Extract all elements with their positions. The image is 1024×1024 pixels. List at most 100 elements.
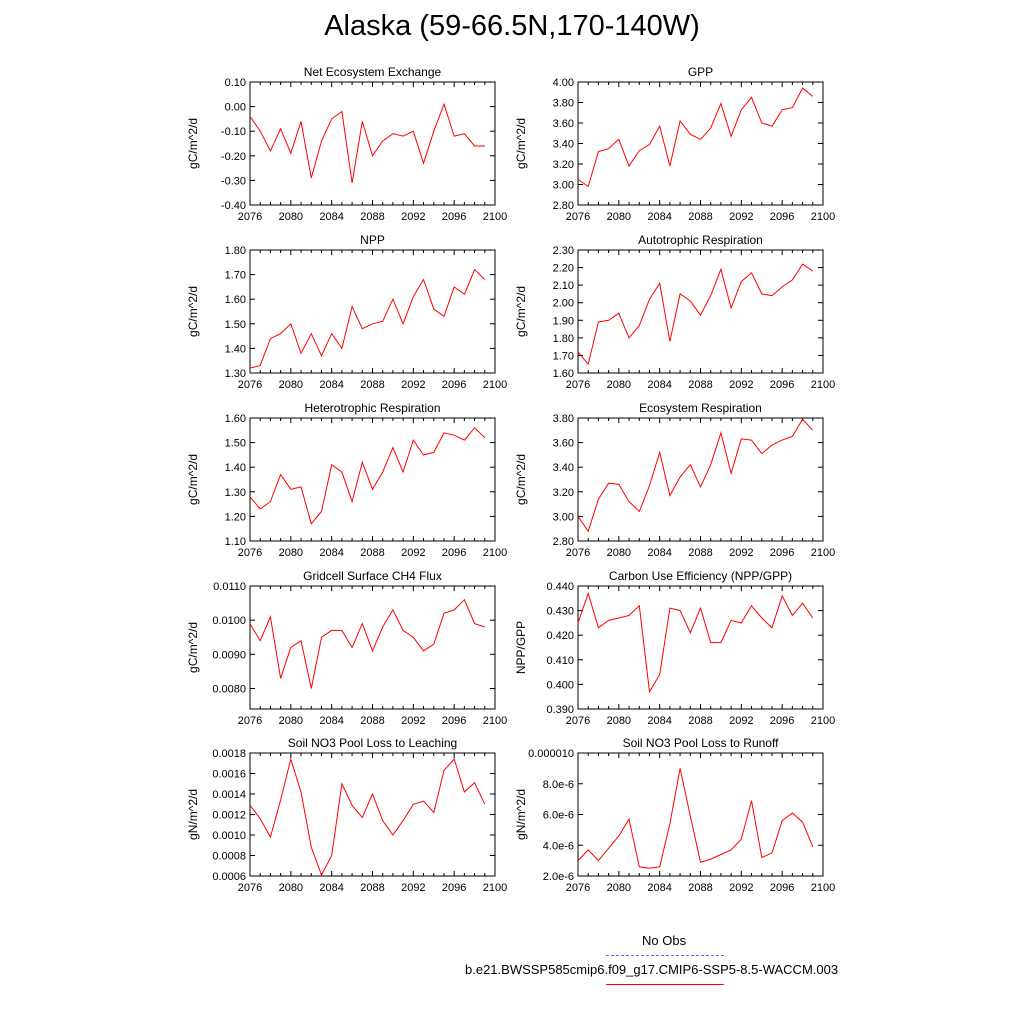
x-tick-label: 2096 — [770, 211, 794, 223]
y-axis-label: gC/m^2/d — [514, 454, 528, 505]
x-tick-label: 2088 — [688, 715, 712, 727]
y-tick-label: 0.440 — [546, 581, 574, 593]
plot-frame — [249, 417, 496, 542]
x-tick-label: 2080 — [607, 379, 631, 391]
x-tick-label: 2096 — [770, 547, 794, 559]
x-tick-label: 2088 — [360, 379, 384, 391]
y-tick-label: 1.40 — [225, 343, 246, 355]
y-tick-label: 3.80 — [553, 98, 574, 110]
figure-title: Alaska (59-66.5N,170-140W) — [324, 10, 700, 42]
x-tick-label: 2088 — [688, 211, 712, 223]
y-axis-label: gC/m^2/d — [514, 118, 528, 169]
y-tick-label: 0.000010 — [528, 748, 574, 760]
x-tick-label: 2096 — [770, 715, 794, 727]
y-tick-label: 2.80 — [553, 200, 574, 212]
series-line — [249, 102, 485, 183]
panel-title: NPP — [360, 233, 385, 247]
panel-3: NPP gC/m^2/d 2076 2080 2084 2088 2092 2096 2100 1… — [186, 233, 507, 391]
y-tick-label: 1.90 — [553, 315, 574, 327]
y-tick-label: 1.70 — [225, 270, 246, 282]
y-axis-label: gC/m^2/d — [186, 454, 200, 505]
x-tick-label: 2080 — [279, 547, 303, 559]
x-tick-label: 2076 — [238, 211, 262, 223]
x-tick-label: 2100 — [811, 211, 835, 223]
panel-2: GPP gC/m^2/d 2076 2080 2084 2088 2092 2096 2100 2… — [514, 65, 835, 223]
panel-title: Ecosystem Respiration — [639, 401, 762, 415]
plot-frame — [577, 417, 824, 542]
x-tick-label: 2100 — [811, 882, 835, 894]
y-tick-label: 0.0090 — [212, 649, 246, 661]
x-tick-label: 2100 — [483, 211, 507, 223]
y-axis-label: gN/m^2/d — [186, 789, 200, 840]
x-tick-label: 2088 — [360, 211, 384, 223]
panel-title: GPP — [688, 65, 713, 79]
y-tick-label: 0.0100 — [212, 615, 246, 627]
y-tick-label: 3.60 — [553, 118, 574, 130]
y-tick-label: 4.00 — [553, 77, 574, 89]
series-line — [577, 87, 814, 188]
x-tick-label: 2080 — [607, 715, 631, 727]
y-tick-label: 3.40 — [553, 462, 574, 474]
y-tick-label: 1.10 — [225, 536, 246, 548]
y-tick-label: 1.60 — [553, 368, 574, 380]
y-tick-label: -0.30 — [221, 175, 246, 187]
y-tick-label: 1.30 — [225, 368, 246, 380]
panel-8: Carbon Use Efficiency (NPP/GPP) NPP/GPP 20… — [514, 569, 835, 727]
x-tick-label: 2088 — [688, 379, 712, 391]
y-tick-label: 0.400 — [546, 679, 574, 691]
y-tick-label: -0.40 — [221, 200, 246, 212]
y-tick-label: 0.0006 — [212, 871, 246, 883]
panel-title: Autotrophic Respiration — [638, 233, 763, 247]
y-tick-label: 2.00 — [553, 298, 574, 310]
x-tick-label: 2096 — [442, 882, 466, 894]
series-line — [249, 427, 486, 525]
series-line — [577, 418, 814, 533]
x-tick-label: 2080 — [607, 882, 631, 894]
y-tick-label: 4.0e-6 — [543, 840, 574, 852]
x-tick-label: 2088 — [688, 547, 712, 559]
x-tick-label: 2100 — [483, 715, 507, 727]
x-tick-label: 2084 — [647, 211, 671, 223]
x-tick-label: 2080 — [279, 715, 303, 727]
y-tick-label: 2.80 — [553, 536, 574, 548]
x-tick-label: 2076 — [566, 547, 590, 559]
x-tick-label: 2100 — [811, 379, 835, 391]
x-tick-label: 2096 — [770, 882, 794, 894]
x-tick-label: 2076 — [566, 211, 590, 223]
x-tick-label: 2088 — [360, 547, 384, 559]
y-tick-label: 1.50 — [225, 319, 246, 331]
x-tick-label: 2092 — [729, 547, 753, 559]
panel-title: Net Ecosystem Exchange — [304, 65, 442, 79]
y-tick-label: 0.0018 — [212, 748, 246, 760]
x-tick-label: 2092 — [729, 211, 753, 223]
panel-10: Soil NO3 Pool Loss to Runoff gN/m^2/d 2076… — [514, 736, 835, 894]
x-tick-label: 2080 — [279, 379, 303, 391]
y-axis-label: gN/m^2/d — [514, 789, 528, 840]
y-tick-label: 2.30 — [553, 245, 574, 257]
y-tick-label: 0.430 — [546, 606, 574, 618]
y-axis-label: gC/m^2/d — [186, 118, 200, 169]
y-tick-label: 1.70 — [553, 350, 574, 362]
plot-frame — [577, 249, 824, 374]
x-tick-label: 2100 — [811, 715, 835, 727]
y-tick-label: 0.410 — [546, 655, 574, 667]
x-tick-label: 2084 — [319, 379, 343, 391]
y-tick-label: 3.20 — [553, 487, 574, 499]
plot-frame — [249, 249, 496, 374]
y-tick-label: 1.80 — [225, 245, 246, 257]
x-tick-label: 2092 — [401, 882, 425, 894]
series-line — [577, 768, 814, 869]
y-axis-label: gC/m^2/d — [514, 286, 528, 337]
panel-title: Gridcell Surface CH4 Flux — [303, 569, 442, 583]
y-tick-label: 8.0e-6 — [543, 779, 574, 791]
y-tick-label: 1.50 — [225, 438, 246, 450]
x-tick-label: 2096 — [442, 379, 466, 391]
y-tick-label: 2.20 — [553, 263, 574, 275]
x-tick-label: 2076 — [566, 715, 590, 727]
x-tick-label: 2076 — [566, 379, 590, 391]
x-tick-label: 2076 — [238, 379, 262, 391]
x-tick-label: 2084 — [647, 882, 671, 894]
y-tick-label: 0.0014 — [212, 789, 246, 801]
x-tick-label: 2076 — [238, 882, 262, 894]
